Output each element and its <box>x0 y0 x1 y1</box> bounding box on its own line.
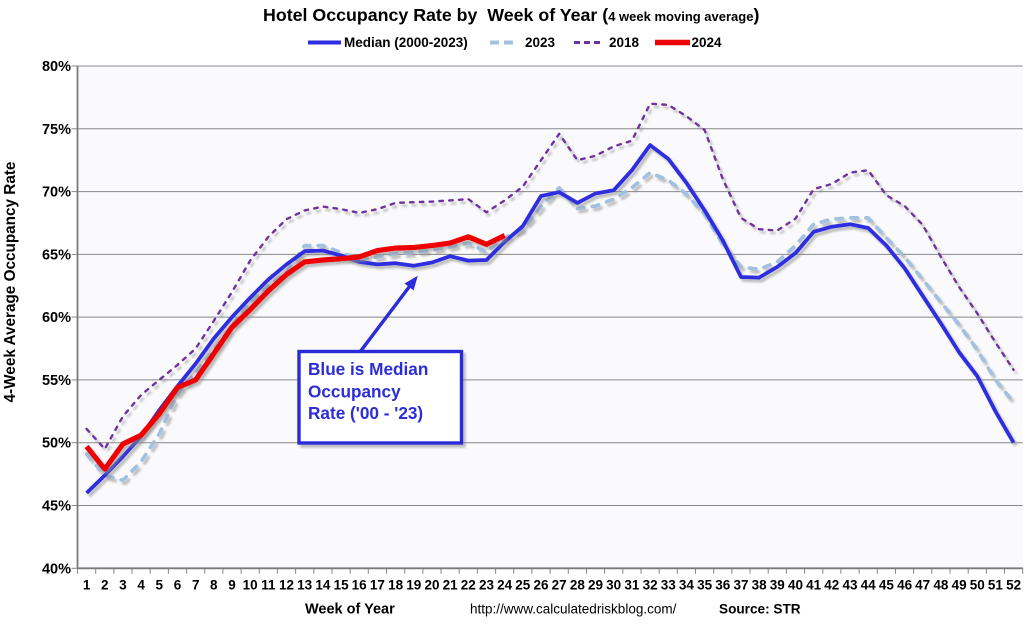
svg-text:24: 24 <box>497 577 513 592</box>
svg-text:4: 4 <box>137 577 145 592</box>
svg-text:42: 42 <box>824 577 839 592</box>
svg-text:Source: STR: Source: STR <box>719 602 801 617</box>
svg-text:39: 39 <box>770 577 785 592</box>
svg-text:Hotel Occupancy Rate by Week: Hotel Occupancy Rate by Week of Year (4 … <box>263 5 759 25</box>
svg-text:28: 28 <box>570 577 586 592</box>
svg-text:55%: 55% <box>42 373 71 389</box>
svg-text:14: 14 <box>315 577 331 592</box>
svg-text:5: 5 <box>156 577 164 592</box>
svg-text:2024: 2024 <box>692 35 723 50</box>
svg-text:34: 34 <box>679 577 695 592</box>
svg-text:Blue is Median: Blue is Median <box>308 359 428 379</box>
svg-text:47: 47 <box>915 577 930 592</box>
svg-text:75%: 75% <box>42 122 71 138</box>
svg-text:Occupancy: Occupancy <box>308 382 401 402</box>
svg-text:33: 33 <box>661 577 677 592</box>
svg-text:36: 36 <box>715 577 731 592</box>
svg-text:1: 1 <box>83 577 91 592</box>
svg-text:2023: 2023 <box>525 35 556 50</box>
svg-text:44: 44 <box>861 577 877 592</box>
svg-text:40%: 40% <box>42 561 71 577</box>
svg-text:46: 46 <box>897 577 913 592</box>
svg-text:30: 30 <box>606 577 621 592</box>
svg-text:27: 27 <box>552 577 567 592</box>
svg-text:49: 49 <box>952 577 967 592</box>
svg-text:12: 12 <box>279 577 294 592</box>
svg-text:48: 48 <box>933 577 949 592</box>
svg-text:60%: 60% <box>42 310 71 326</box>
svg-text:2: 2 <box>101 577 109 592</box>
svg-text:40: 40 <box>788 577 803 592</box>
svg-text:65%: 65% <box>42 247 71 263</box>
svg-text:19: 19 <box>406 577 421 592</box>
svg-text:43: 43 <box>842 577 858 592</box>
svg-text:22: 22 <box>461 577 476 592</box>
svg-text:17: 17 <box>370 577 385 592</box>
svg-text:http://www.calculatedriskblog.: http://www.calculatedriskblog.com/ <box>470 602 677 617</box>
svg-text:32: 32 <box>643 577 658 592</box>
svg-text:23: 23 <box>479 577 495 592</box>
svg-text:Week of Year: Week of Year <box>305 602 395 618</box>
svg-text:45: 45 <box>879 577 895 592</box>
svg-text:7: 7 <box>192 577 200 592</box>
svg-text:45%: 45% <box>42 499 71 515</box>
svg-text:6: 6 <box>174 577 182 592</box>
svg-text:50%: 50% <box>42 436 71 452</box>
svg-text:35: 35 <box>697 577 713 592</box>
svg-text:50: 50 <box>970 577 985 592</box>
svg-text:Median (2000-2023): Median (2000-2023) <box>344 35 468 50</box>
svg-text:70%: 70% <box>42 185 71 201</box>
svg-text:80%: 80% <box>42 59 71 75</box>
svg-text:4-Week Average Occupancy Rate: 4-Week Average Occupancy Rate <box>2 162 19 403</box>
svg-text:8: 8 <box>210 577 218 592</box>
svg-text:31: 31 <box>624 577 640 592</box>
svg-text:21: 21 <box>443 577 459 592</box>
svg-text:41: 41 <box>806 577 822 592</box>
svg-text:9: 9 <box>228 577 236 592</box>
svg-text:20: 20 <box>424 577 439 592</box>
svg-text:26: 26 <box>533 577 549 592</box>
svg-text:52: 52 <box>1006 577 1021 592</box>
svg-text:Rate ('00 - '23): Rate ('00 - '23) <box>308 403 423 423</box>
svg-text:29: 29 <box>588 577 603 592</box>
svg-text:25: 25 <box>515 577 531 592</box>
svg-text:2018: 2018 <box>609 35 640 50</box>
svg-text:10: 10 <box>243 577 258 592</box>
svg-text:37: 37 <box>733 577 748 592</box>
svg-text:3: 3 <box>119 577 127 592</box>
svg-text:51: 51 <box>988 577 1004 592</box>
svg-text:15: 15 <box>334 577 350 592</box>
svg-text:18: 18 <box>388 577 404 592</box>
svg-text:16: 16 <box>352 577 368 592</box>
svg-text:38: 38 <box>752 577 768 592</box>
svg-text:13: 13 <box>297 577 313 592</box>
svg-text:11: 11 <box>261 577 276 592</box>
